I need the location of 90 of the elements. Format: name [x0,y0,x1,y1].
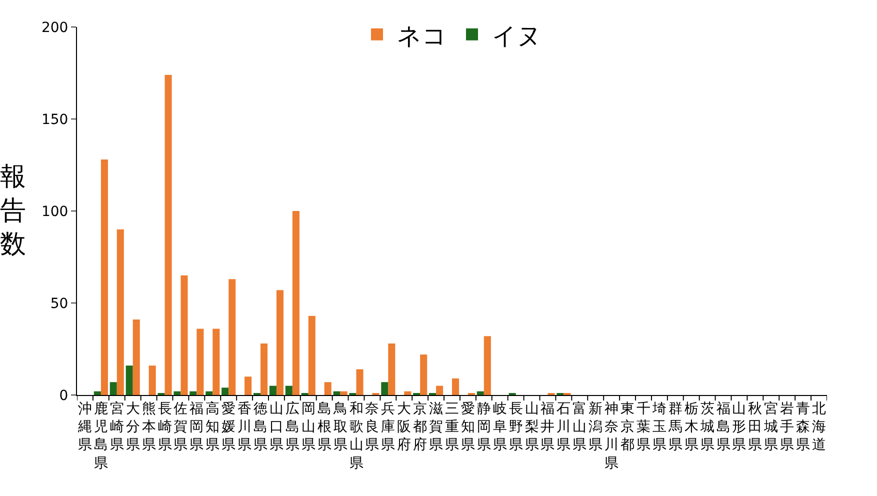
x-tick-label: 岩手県 [780,400,794,454]
x-tick-label: 佐賀県 [174,400,188,454]
x-tick-label: 奈良県 [365,400,380,454]
bar [404,391,412,395]
bar [190,391,197,395]
y-axis-title: 報告数 [0,162,26,260]
x-tick-label: 神奈川県 [604,400,619,472]
bar [308,316,316,395]
bar [356,369,364,395]
x-tick-label: 高知県 [206,400,220,454]
bar [164,74,172,395]
x-tick-label: 愛媛県 [222,400,236,454]
x-tick-label: 大分県 [126,400,140,454]
x-tick-label: 大阪府 [397,400,412,454]
x-tick-label: 福井県 [540,400,555,454]
x-tick-label: 秋田県 [748,400,762,454]
x-tick-label: 山形県 [732,400,746,454]
y-tick-label: 0 [59,388,68,404]
x-tick-label: 山梨県 [524,400,539,454]
x-tick-label: 宮崎県 [110,400,124,454]
x-tick-label: 熊本県 [142,400,156,454]
x-tick-label: 石川県 [556,400,571,454]
x-tick-label: 福岡県 [190,400,204,454]
x-tick-label: 鳥取県 [332,400,348,454]
x-tick-label: 北海道 [812,400,826,454]
bar [452,378,460,395]
bar [126,366,133,395]
x-tick-label: 岡山県 [301,400,316,454]
x-tick-label: 香川県 [238,400,252,454]
bar [228,279,236,395]
y-tick-label: 100 [41,204,68,220]
x-tick-label: 青森県 [796,400,810,454]
x-tick-label: 三重県 [445,400,459,454]
bar [388,343,396,395]
x-tick-label: 鹿児島県 [94,400,108,472]
bar [132,320,140,395]
x-tick-label: 静岡県 [476,400,491,454]
bar [222,388,229,395]
x-tick-label: 東京都 [620,400,635,454]
bar [381,382,388,395]
bar [484,336,491,395]
bar [148,366,156,395]
bar [180,275,188,395]
x-tick-label: 沖縄県 [76,400,92,454]
bar [285,386,292,395]
bar [174,391,181,395]
x-tick-label: 徳島県 [254,400,268,454]
bar [436,386,444,395]
x-tick-label: 和歌山県 [349,400,364,472]
x-tick-label: 群馬県 [667,400,682,454]
x-tick-label: 富山県 [572,400,587,454]
bar [196,328,204,395]
x-tick-label: 兵庫県 [381,400,396,454]
bar [94,391,101,395]
bar [206,391,213,395]
x-tick-label: 長野県 [508,400,523,454]
bar [340,391,348,395]
bar [420,354,428,395]
x-tick-label: 岐阜県 [492,400,507,454]
y-tick-label: 150 [41,112,68,128]
x-tick-label: 茨城県 [699,400,714,454]
x-tick-label: 福島県 [716,400,730,454]
bar [244,376,252,395]
y-tick-label: 200 [41,20,68,36]
bar [110,382,117,395]
x-tick-label: 新潟県 [588,400,603,454]
bar [476,391,484,395]
bar [100,159,108,395]
x-tick-label: 宮城県 [763,400,778,454]
bar [116,229,124,395]
x-tick-label: 栃木県 [684,400,698,454]
x-tick-label: 広島県 [285,400,300,454]
legend-label: ネコ [397,22,447,50]
x-tick-label: 愛知県 [460,400,475,454]
x-tick-label: 京都府 [413,400,428,454]
legend-label: イヌ [492,22,542,50]
x-tick-label: 千葉県 [636,400,650,454]
bar [333,391,340,395]
bar [292,211,300,395]
x-tick-label: 山口県 [269,400,284,454]
bar [324,382,332,395]
y-tick-label: 50 [50,296,68,312]
x-tick-label: 長崎県 [158,400,172,454]
x-tick-label: 島根県 [317,400,332,454]
x-tick-label: 埼玉県 [651,400,666,454]
bar [212,328,220,395]
bar [260,343,268,395]
bar [276,290,284,395]
bar [269,386,276,395]
x-tick-label: 滋賀県 [429,400,444,454]
